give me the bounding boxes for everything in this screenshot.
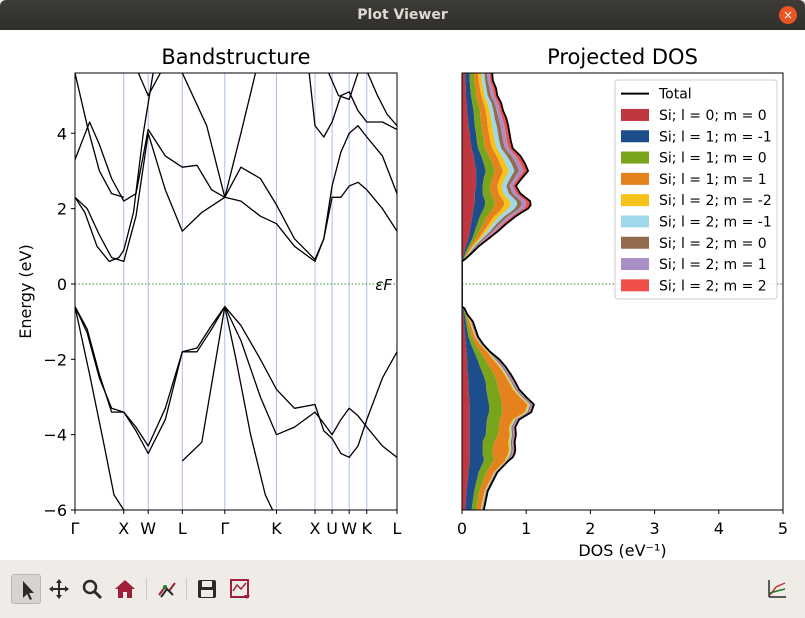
band-line-band11 [308, 73, 397, 138]
band-xtick-label: U [326, 519, 338, 538]
chart-options-icon [768, 580, 786, 598]
pointer-button[interactable] [11, 574, 41, 604]
legend-entry-label: Si; l = 2; m = 0 [659, 236, 767, 252]
configure-button[interactable] [152, 574, 182, 604]
band-ytick-label: −4 [43, 426, 67, 445]
dos-area-si-l-2-m-1 [462, 73, 533, 510]
dos-xtick-label: 5 [778, 519, 788, 538]
pointer-icon [23, 581, 34, 600]
legend-entry-label: Si; l = 1; m = 0 [659, 151, 767, 167]
dos-xtick-label: 0 [457, 519, 467, 538]
legend-entry-label: Si; l = 2; m = 1 [659, 257, 767, 273]
legend-swatch [621, 108, 649, 121]
home-icon [115, 580, 135, 598]
legend-swatch [621, 172, 649, 185]
legend-swatch [621, 215, 649, 228]
band-xtick-label: Γ [71, 519, 80, 538]
band-ytick-label: 0 [57, 275, 67, 294]
window-title: Plot Viewer [357, 7, 448, 23]
band-line-band6 [75, 132, 397, 263]
legend-swatch [621, 130, 649, 143]
band-xtick-label: L [178, 519, 187, 538]
band-line-band4 [181, 305, 274, 510]
band-line-band8 [75, 73, 124, 198]
legend-entry-label: Si; l = 0; m = 0 [659, 108, 767, 124]
bands-group [75, 73, 397, 510]
band-axes-frame [74, 72, 398, 511]
band-title: Bandstructure [161, 45, 310, 69]
legend-swatch [621, 194, 649, 207]
toolbar-separator [186, 578, 187, 600]
band-line-band5 [75, 121, 397, 261]
dos-area-si-l-1-m-1 [462, 73, 528, 510]
legend-entry-label: Si; l = 2; m = 2 [659, 278, 767, 294]
band-line-band13 [367, 73, 397, 127]
figure-options-button[interactable] [762, 574, 792, 604]
dos-axes-frame [461, 72, 784, 511]
band-line-band12 [328, 73, 359, 101]
band-xtick-label: K [271, 519, 282, 538]
legend-swatch [621, 151, 649, 164]
band-xtick-label: X [310, 519, 321, 538]
band-line-band7 [75, 73, 154, 263]
legend-swatch [621, 279, 649, 292]
legend-swatch [621, 236, 649, 249]
floppy-disk-icon [198, 580, 216, 598]
band-ytick-label: 4 [57, 124, 67, 143]
band-ytick-label: 2 [57, 200, 67, 219]
band-ytick-label: −2 [43, 350, 67, 369]
dos-xlabel: DOS (eV⁻¹) [578, 541, 666, 560]
dos-area-si-l-1-m-1 [462, 73, 489, 510]
move-icon [49, 579, 69, 599]
dos-area-si-l-1-m-0 [462, 73, 503, 510]
edit-axes-button[interactable] [225, 574, 255, 604]
dos-xtick-label: 1 [521, 519, 531, 538]
zoom-button[interactable] [77, 574, 107, 604]
dos-title: Projected DOS [547, 45, 698, 69]
dos-xtick-label: 3 [650, 519, 660, 538]
sliders-icon [158, 582, 176, 598]
band-xtick-label: L [393, 519, 402, 538]
figure-canvas: −6 −4 −2 0 2 4 Γ X W L Γ K X U W K L Bandstructure Energy … [0, 30, 805, 560]
legend-total-label: Total [658, 87, 692, 103]
legend-swatch [621, 258, 649, 271]
chart-edit-icon [230, 579, 250, 599]
legend-entry-label: Si; l = 1; m = -1 [659, 129, 772, 145]
dos-area-si-l-2-m-2 [462, 73, 534, 510]
dos-xtick-label: 2 [585, 519, 595, 538]
legend-entry-label: Si; l = 1; m = 1 [659, 172, 767, 188]
band-xtick-label: W [140, 519, 156, 538]
band-line-band9 [137, 73, 161, 97]
home-button[interactable] [110, 574, 140, 604]
navigation-toolbar [0, 570, 805, 614]
band-xtick-label: Γ [220, 519, 229, 538]
band-xtick-label: K [362, 519, 373, 538]
band-ytick-label: −6 [43, 501, 67, 520]
save-button[interactable] [192, 574, 222, 604]
close-button[interactable]: × [779, 6, 797, 24]
legend-entry-label: Si; l = 2; m = -1 [659, 214, 772, 230]
dos-area-si-l-0-m-0 [462, 73, 477, 510]
band-ylabel: Energy (eV) [16, 244, 35, 338]
band-line-band2 [75, 305, 397, 458]
window-titlebar: Plot Viewer × [0, 0, 805, 30]
band-xtick-label: X [118, 519, 129, 538]
band-line-band3 [75, 306, 125, 510]
band-line-band10 [181, 73, 257, 198]
legend-entry-label: Si; l = 2; m = -2 [659, 193, 772, 209]
toolbar-separator [146, 578, 147, 600]
legend-box [614, 79, 778, 300]
pan-button[interactable] [44, 574, 74, 604]
band-xtick-label: W [341, 519, 357, 538]
dos-total-line [462, 73, 535, 510]
magnifier-icon [82, 579, 103, 600]
dos-xtick-label: 4 [714, 519, 724, 538]
fermi-label: εF [375, 276, 392, 294]
dos-group [462, 73, 535, 510]
